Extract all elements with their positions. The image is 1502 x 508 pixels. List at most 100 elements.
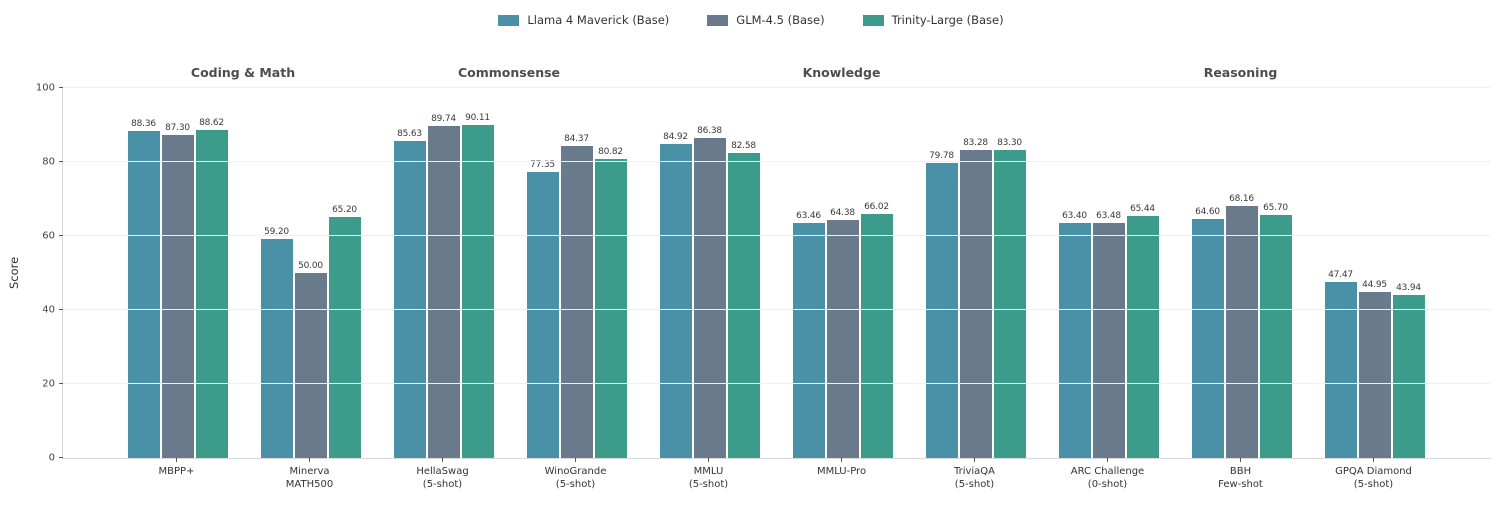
bar-value-label: 79.78 [929,150,954,161]
x-tick: TriviaQA (5-shot) [908,458,1041,491]
y-tick-mark [59,235,63,236]
bar-value-label: 59.20 [264,227,289,237]
bar-group: 85.63 89.74 90.11 [377,88,510,458]
x-tick-label: Minerva MATH500 [285,466,334,490]
bar: 65.70 [1259,88,1292,458]
x-tick-mark [442,458,443,462]
legend-swatch [498,14,520,26]
bar: 63.46 [792,88,825,458]
bar-value-label: 63.46 [796,211,821,222]
x-tick-label: TriviaQA (5-shot) [953,466,996,490]
bar-rect [1126,215,1159,458]
bar: 84.92 [659,88,692,458]
y-tick-label: 80 [42,156,55,168]
bar-rect [560,145,593,458]
legend-item-label: Llama 4 Maverick (Base) [527,13,670,27]
bar: 65.20 [328,88,361,458]
x-tick: HellaSwag (5-shot) [376,458,509,491]
x-tick-mark [841,458,842,462]
bar-value-label: 66.02 [864,201,889,212]
bar-rect [526,171,559,458]
bar-rect [925,162,958,458]
bar-rect [461,124,494,458]
bar-rect [328,216,361,458]
bar-value-label: 86.38 [697,126,722,137]
x-tick: WinoGrande (5-shot) [509,458,642,491]
bar-value-label: 88.36 [131,119,156,130]
bar-group: 47.47 44.95 43.94 [1308,88,1441,458]
bar-rect [1324,282,1357,458]
y-axis-label: Score [7,256,21,290]
bar-value-label: 44.95 [1362,279,1387,290]
bar: 50.00 [294,88,327,458]
bar: 77.35 [526,88,559,458]
x-tick-mark [176,458,177,462]
x-tick-mark [575,458,576,462]
bar-value-label: 89.74 [431,114,456,124]
bar: 82.58 [727,88,760,458]
x-tick: GPQA Diamond (5-shot) [1307,458,1440,491]
bar-rect [727,152,760,458]
bar: 63.48 [1092,88,1125,458]
y-tick-label: 20 [42,378,55,390]
x-tick-mark [974,458,975,462]
legend-item-label: Trinity-Large (Base) [891,13,1004,27]
chart-legend: Llama 4 Maverick (Base) GLM-4.5 (Base) Tri… [0,13,1502,27]
legend-item: GLM-4.5 (Base) [707,13,825,27]
bar-value-label: 63.40 [1062,211,1087,222]
bar-rect [260,239,293,458]
category-header: Coding & Math [190,65,296,80]
gridline [63,383,1491,384]
bar: 83.30 [993,88,1026,458]
x-tick-mark [1373,458,1374,462]
bar-value-label: 65.20 [332,204,357,215]
bar-value-label: 90.11 [465,112,490,123]
bar-rect [659,143,692,458]
y-tick-mark [59,383,63,384]
bar: 66.02 [860,88,893,458]
gridline [63,87,1491,88]
y-tick-label: 0 [48,452,55,464]
bar-rect [161,135,194,458]
bar-rect [427,126,460,458]
bar-rect [860,213,893,458]
bar-value-label: 77.35 [530,159,555,170]
bar-value-label: 85.63 [397,129,422,140]
bar: 63.40 [1058,88,1091,458]
bar-rect [1058,223,1091,458]
bar: 83.28 [959,88,992,458]
bar: 79.78 [925,88,958,458]
bar-rect [792,223,825,458]
bar-value-label: 64.60 [1195,207,1220,217]
y-tick-mark [59,457,63,458]
x-tick-mark [1107,458,1108,462]
x-tick-label: WinoGrande (5-shot) [544,466,607,490]
x-tick-label: MMLU (5-shot) [688,466,729,490]
bar-value-label: 80.82 [598,147,623,157]
bar-value-label: 47.47 [1328,270,1353,281]
gridline [63,235,1491,236]
x-tick: Minerva MATH500 [243,458,376,491]
bar: 89.74 [427,88,460,458]
bar: 68.16 [1225,88,1258,458]
y-tick-label: 60 [42,230,55,242]
bar-value-label: 68.16 [1229,193,1254,204]
bar-value-label: 84.92 [663,131,688,142]
bar-rect [195,130,228,458]
bar: 65.44 [1126,88,1159,458]
x-tick-label: MBPP+ [158,466,195,477]
bar: 43.94 [1392,88,1425,458]
x-axis-ticks: MBPP+ Minerva MATH500 HellaSwag (5-shot) Wino… [110,458,1440,491]
bar-rect [1392,295,1425,458]
bar-value-label: 50.00 [298,261,323,271]
legend-swatch [707,14,729,26]
bar: 59.20 [260,88,293,458]
bar-groups: 88.36 87.30 88.62 59.20 50.00 65.20 85.63 89.74… [111,88,1441,458]
x-tick-label: HellaSwag (5-shot) [416,466,469,490]
bar-group: 59.20 50.00 65.20 [244,88,377,458]
bar: 84.37 [560,88,593,458]
bar: 90.11 [461,88,494,458]
y-tick-label: 40 [42,304,55,316]
bar-value-label: 83.28 [963,137,988,148]
